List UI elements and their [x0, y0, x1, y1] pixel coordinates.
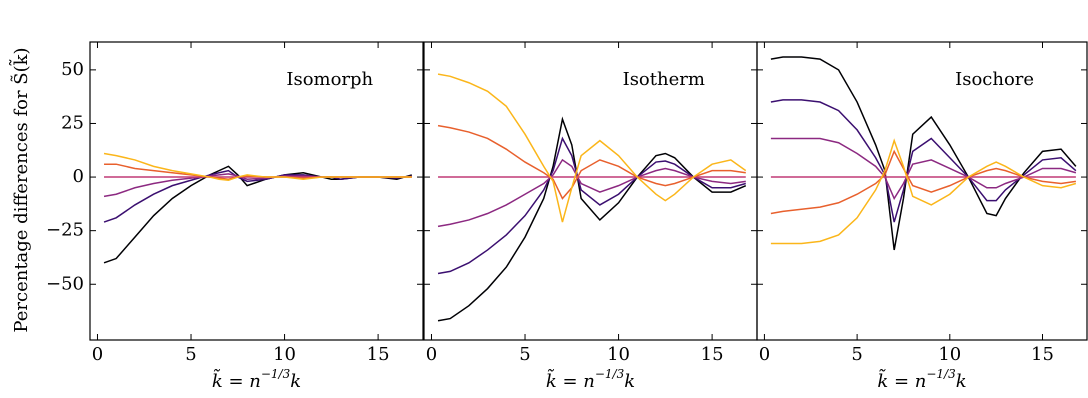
x-label-base: k̃ = n: [212, 369, 261, 392]
axes-frame: [89, 41, 424, 341]
x-tick-label: 15: [701, 344, 724, 365]
x-label-base: k̃ = n: [877, 369, 926, 392]
y-tick-label: −50: [46, 273, 84, 294]
series-line: [437, 73, 747, 223]
x-label-tail: k: [956, 371, 967, 392]
plot-area: [103, 152, 412, 264]
series-line: [770, 149, 1076, 215]
y-tick-label: 0: [73, 166, 84, 187]
panel-title: Isochore: [955, 69, 1034, 90]
x-tick-label: 15: [1031, 344, 1054, 365]
x-label-exponent: −1/3: [261, 367, 291, 381]
x-label-base: k̃ = n: [546, 369, 595, 392]
series-line: [437, 124, 746, 200]
axes-frame: [756, 41, 1088, 341]
x-tick-label: 10: [938, 344, 961, 365]
axes-frame: [423, 41, 758, 341]
series-line: [770, 137, 1077, 201]
series-line: [103, 152, 412, 182]
x-tick-label: 10: [607, 344, 630, 365]
series-line: [437, 136, 746, 275]
x-axis-label: k̃ = n−1/3k: [877, 367, 966, 393]
series-line: [770, 56, 1077, 251]
series-line: [437, 116, 747, 322]
panel-title: Isotherm: [623, 69, 705, 90]
y-axis-label: Percentage differences for S̃(k̃): [9, 47, 32, 332]
x-tick-label: 10: [273, 344, 296, 365]
series-line: [437, 158, 746, 228]
x-label-tail: k: [624, 371, 635, 392]
x-axis-label: k̃ = n−1/3k: [546, 367, 635, 393]
y-tick-label: 50: [61, 59, 84, 80]
x-label-exponent: −1/3: [926, 367, 956, 381]
x-axis-label: k̃ = n−1/3k: [212, 367, 301, 393]
x-tick-label: 5: [185, 344, 196, 365]
x-tick-label: 0: [759, 344, 770, 365]
y-tick-label: 25: [61, 112, 84, 133]
plot-area: [437, 73, 747, 322]
x-label-tail: k: [290, 371, 301, 392]
x-tick-label: 5: [519, 344, 530, 365]
panel-title: Isomorph: [286, 69, 373, 90]
x-label-exponent: −1/3: [595, 367, 625, 381]
x-tick-label: 0: [426, 344, 437, 365]
x-tick-label: 15: [367, 344, 390, 365]
y-tick-label: −25: [46, 220, 84, 241]
x-tick-label: 5: [851, 344, 862, 365]
x-tick-label: 0: [92, 344, 103, 365]
series-line: [770, 138, 1077, 245]
plot-area: [770, 56, 1077, 251]
